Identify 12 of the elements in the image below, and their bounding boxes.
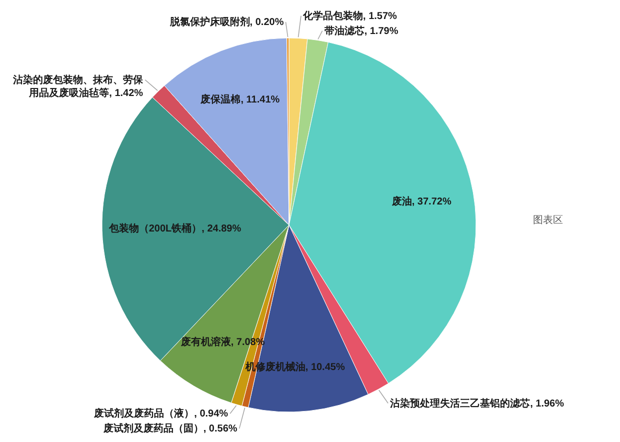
slice-label: 废油, 37.72% (390, 196, 452, 208)
slice-label: 废有机溶液, 7.08% (180, 336, 265, 348)
text: 图表区 (533, 214, 563, 226)
slice-label: 带油滤芯, 1.79% (324, 24, 398, 37)
slice-label: 包装物（200L铁桶）, 24.89% (108, 222, 242, 234)
slice-label: 沾染的废包装物、抹布、劳保用品及废吸油毡等, 1.42% (12, 74, 144, 99)
slice-label: 化学品包装物, 1.57% (302, 10, 398, 22)
slice-label: 废试剂及废药品（固）, 0.56% (102, 422, 238, 435)
slice-label: 废试剂及废药品（液）, 0.94% (93, 408, 228, 420)
slice-label: 沾染预处理失活三乙基铝的滤芯, 1.96% (389, 397, 564, 410)
slice-label: 废保温棉, 11.41% (200, 94, 280, 106)
slice-label: 脱氯保护床吸附剂, 0.20% (168, 16, 284, 28)
